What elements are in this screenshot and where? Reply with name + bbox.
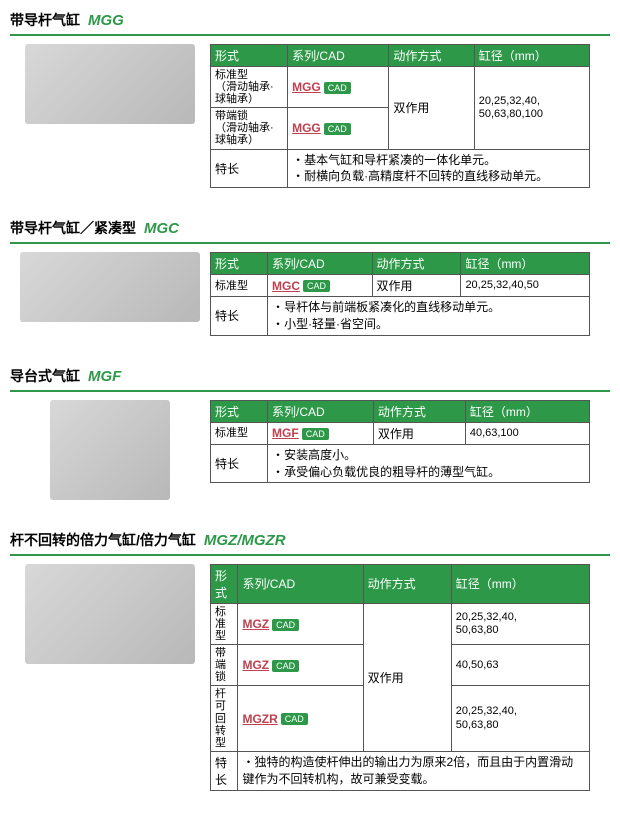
action-cell: 双作用 <box>372 275 461 297</box>
cad-badge-icon[interactable]: CAD <box>272 619 299 631</box>
table-header: 动作方式 <box>389 45 474 67</box>
type-cell: 带端锁 （滑动轴承· 球轴承） <box>211 108 288 149</box>
table-header: 动作方式 <box>373 400 465 422</box>
section-title: 带导杆气缸 MGG <box>10 10 610 36</box>
product-image <box>10 400 210 500</box>
table-header: 缸径（mm） <box>461 253 590 275</box>
cad-badge-icon[interactable]: CAD <box>303 280 330 292</box>
series-link[interactable]: MGF <box>272 426 299 440</box>
cad-badge-icon[interactable]: CAD <box>324 82 351 94</box>
feature-row: 特长导杆体与前端板紧凑化的直线移动单元。小型·轻量·省空间。 <box>211 297 590 336</box>
title-model: MGZ/MGZR <box>204 532 286 549</box>
series-cell: MGCCAD <box>268 275 373 297</box>
table-header: 形式 <box>211 45 288 67</box>
feature-label: 特长 <box>211 751 238 790</box>
product-section: 带导杆气缸／紧凑型MGC形式系列/CAD动作方式缸径（mm）标准型MGCCAD双… <box>10 218 610 336</box>
table-header: 动作方式 <box>372 253 461 275</box>
series-link[interactable]: MGG <box>292 121 321 135</box>
feature-label: 特长 <box>211 149 288 188</box>
feature-row: 特长独特的构造使杆伸出的输出力为原来2倍，而且由于内置滑动键作为不回转机构，故可… <box>211 751 590 790</box>
action-cell: 双作用 <box>373 422 465 444</box>
table-row: 标准型MGCCAD双作用20,25,32,40,50 <box>211 275 590 297</box>
spec-table: 形式系列/CAD动作方式缸径（mm）标准型MGFCAD双作用40,63,100特… <box>210 400 590 484</box>
action-cell: 双作用 <box>389 67 474 150</box>
feature-content: 独特的构造使杆伸出的输出力为原来2倍，而且由于内置滑动键作为不回转机构，故可兼受… <box>238 751 590 790</box>
feature-content: 基本气缸和导杆紧凑的一体化单元。耐横向负载·高精度杆不回转的直线移动单元。 <box>288 149 590 188</box>
section-title: 带导杆气缸／紧凑型 MGC <box>10 218 610 244</box>
diameter-cell: 40,50,63 <box>451 645 589 686</box>
cad-badge-icon[interactable]: CAD <box>272 660 299 672</box>
table-header: 系列/CAD <box>238 564 363 603</box>
section-title: 导台式气缸 MGF <box>10 366 610 392</box>
type-cell: 标准型 <box>211 422 268 444</box>
product-image <box>10 44 210 124</box>
table-header: 形式 <box>211 400 268 422</box>
table-header: 缸径（mm） <box>474 45 589 67</box>
spec-table: 形式系列/CAD动作方式缸径（mm）标准型MGCCAD双作用20,25,32,4… <box>210 252 590 336</box>
product-section: 杆不回转的倍力气缸/倍力气缸 MGZ/MGZR 形式系列/CAD动作方式缸径（mm）… <box>10 530 610 791</box>
table-header: 系列/CAD <box>288 45 389 67</box>
action-cell: 双作用 <box>363 603 451 751</box>
spec-table: 形式系列/CAD动作方式缸径（mm）标准型 （滑动轴承· 球轴承）MGGCAD双… <box>210 44 590 188</box>
series-link[interactable]: MGG <box>292 80 321 94</box>
table-header: 动作方式 <box>363 564 451 603</box>
title-cn: 导台式气缸 <box>10 368 80 384</box>
title-cn: 带导杆气缸／紧凑型 <box>10 220 136 236</box>
table-header: 系列/CAD <box>268 400 374 422</box>
product-section: 带导杆气缸 MGG 形式系列/CAD动作方式缸径（mm） 标准型 （滑动轴承· 球轴承… <box>10 10 610 188</box>
type-cell: 标准型 <box>211 275 268 297</box>
series-cell: MGFCAD <box>268 422 374 444</box>
table-header: 形式 <box>211 564 238 603</box>
table-header: 系列/CAD <box>268 253 373 275</box>
series-link[interactable]: MGZ <box>242 658 269 672</box>
series-cell: MGZCAD <box>238 645 363 686</box>
title-cn: 杆不回转的倍力气缸/倍力气缸 <box>10 532 196 548</box>
feature-content: 导杆体与前端板紧凑化的直线移动单元。小型·轻量·省空间。 <box>268 297 590 336</box>
cad-badge-icon[interactable]: CAD <box>324 123 351 135</box>
series-link[interactable]: MGZ <box>242 617 269 631</box>
feature-content: 安装高度小。承受偏心负载优良的粗导杆的薄型气缸。 <box>268 444 590 483</box>
feature-label: 特长 <box>211 444 268 483</box>
title-cn: 带导杆气缸 <box>10 12 80 28</box>
product-image <box>10 564 210 664</box>
series-cell: MGZCAD <box>238 603 363 644</box>
section-title: 杆不回转的倍力气缸/倍力气缸 MGZ/MGZR <box>10 530 610 556</box>
series-cell: MGZR CAD <box>238 686 363 751</box>
cad-badge-icon[interactable]: CAD <box>302 428 329 440</box>
diameter-cell: 20,25,32,40, 50,63,80,100 <box>474 67 589 150</box>
table-row: 标准型 （滑动轴承· 球轴承）MGGCAD双作用20,25,32,40, 50,… <box>211 67 590 108</box>
product-image <box>10 252 210 322</box>
type-cell: 标准 型 <box>211 603 238 644</box>
diameter-cell: 40,63,100 <box>465 422 589 444</box>
series-link[interactable]: MGZR <box>242 712 277 726</box>
cad-badge-icon[interactable]: CAD <box>281 713 308 725</box>
series-cell: MGGCAD <box>288 108 389 149</box>
table-header: 缸径（mm） <box>451 564 589 603</box>
feature-row: 特长基本气缸和导杆紧凑的一体化单元。耐横向负载·高精度杆不回转的直线移动单元。 <box>211 149 590 188</box>
type-cell: 带端 锁 <box>211 645 238 686</box>
diameter-cell: 20,25,32,40, 50,63,80 <box>451 603 589 644</box>
title-model: MGG <box>88 12 124 29</box>
diameter-cell: 20,25,32,40,50 <box>461 275 590 297</box>
table-row: 标准 型MGZCAD双作用20,25,32,40, 50,63,80 <box>211 603 590 644</box>
type-cell: 杆可 回转 型 <box>211 686 238 751</box>
product-section: 导台式气缸MGF形式系列/CAD动作方式缸径（mm）标准型MGFCAD双作用40… <box>10 366 610 500</box>
title-model: MGF <box>88 368 121 385</box>
series-cell: MGGCAD <box>288 67 389 108</box>
diameter-cell: 20,25,32,40, 50,63,80 <box>451 686 589 751</box>
table-row: 标准型MGFCAD双作用40,63,100 <box>211 422 590 444</box>
feature-label: 特长 <box>211 297 268 336</box>
table-header: 形式 <box>211 253 268 275</box>
title-model: MGC <box>144 220 179 237</box>
table-header: 缸径（mm） <box>465 400 589 422</box>
type-cell: 标准型 （滑动轴承· 球轴承） <box>211 67 288 108</box>
series-link[interactable]: MGC <box>272 279 300 293</box>
feature-row: 特长安装高度小。承受偏心负载优良的粗导杆的薄型气缸。 <box>211 444 590 483</box>
spec-table: 形式系列/CAD动作方式缸径（mm）标准 型MGZCAD双作用20,25,32,… <box>210 564 590 791</box>
